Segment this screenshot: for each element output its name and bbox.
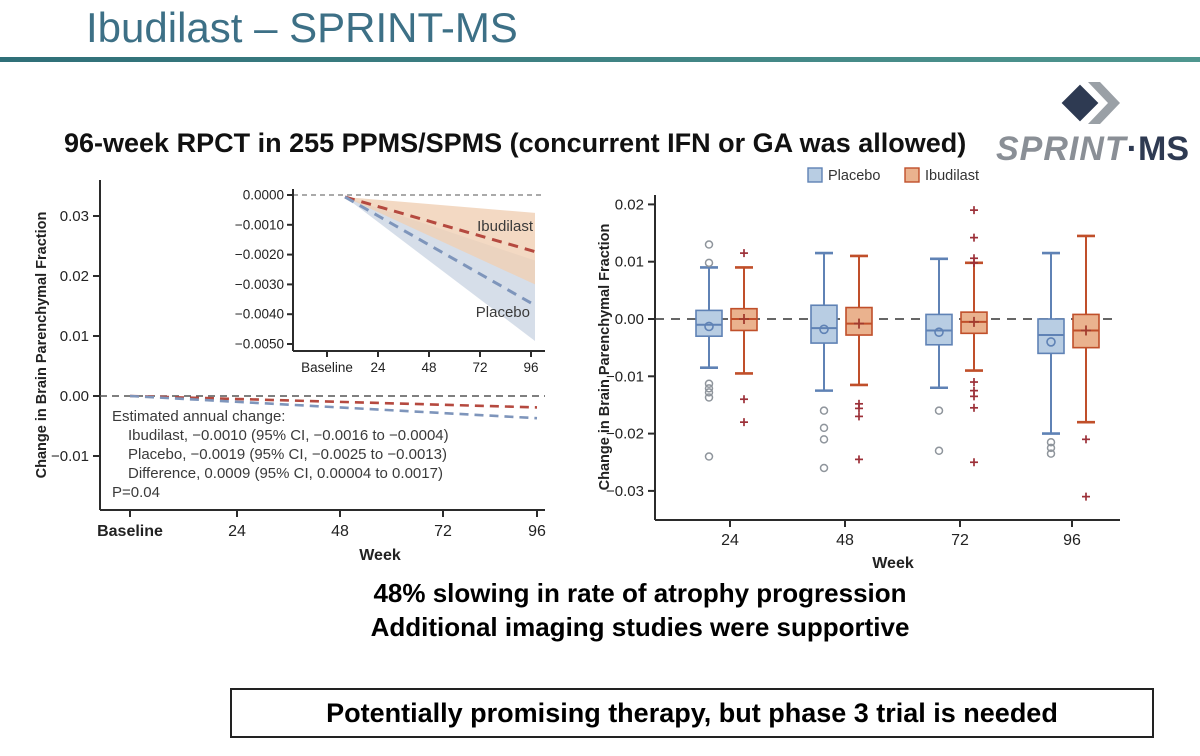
annotation-line-placebo: Placebo, −0.0019 (95% CI, −0.0025 to −0.… — [128, 446, 447, 463]
svg-text:0.0000: 0.0000 — [243, 188, 284, 203]
finding-line-1: 48% slowing in rate of atrophy progressi… — [373, 578, 907, 608]
chevron-icon — [1087, 82, 1120, 124]
svg-text:−0.0010: −0.0010 — [235, 217, 284, 232]
chart-atrophy-boxplot: Placebo Ibudilast 0.02 0.01 0.00 −0.01 −0.02 −0… — [575, 160, 1135, 575]
svg-text:72: 72 — [434, 523, 452, 540]
svg-text:−0.0040: −0.0040 — [235, 307, 284, 322]
placebo-box-week-48 — [810, 251, 838, 473]
svg-text:0.02: 0.02 — [60, 268, 89, 285]
svg-text:−0.0050: −0.0050 — [235, 337, 284, 352]
svg-text:−0.02: −0.02 — [606, 426, 644, 443]
logo-text: SPRINT·MS — [996, 130, 1189, 169]
sprint-ms-logo: SPRINT·MS — [985, 80, 1200, 169]
y-axis-label: Change in Brain Parenchymal Fraction — [597, 224, 613, 491]
annotation-line-ibudilast: Ibudilast, −0.0010 (95% CI, −0.0016 to −… — [128, 427, 449, 444]
diamond-icon — [1061, 84, 1098, 122]
inset-label-placebo: Placebo — [476, 304, 530, 321]
svg-text:96: 96 — [523, 360, 538, 375]
boxplot-plot: Placebo Ibudilast 0.02 0.01 0.00 −0.01 −0.02 −0… — [597, 167, 1120, 572]
logo-text-ms: MS — [1138, 130, 1189, 168]
svg-text:48: 48 — [421, 360, 436, 375]
study-subtitle: 96-week RPCT in 255 PPMS/SPMS (concurren… — [64, 128, 967, 158]
chart-atrophy-trajectory: 0.03 0.02 0.01 0.00 −0.01 Baseline 24 48 72 96 Wee… — [30, 165, 575, 565]
x-axis-label: Week — [359, 547, 401, 564]
annotation-block: Estimated annual change: Ibudilast, −0.0… — [112, 407, 449, 502]
annotation-line-difference: Difference, 0.0009 (95% CI, 0.00004 to 0… — [128, 465, 443, 482]
legend-label-placebo: Placebo — [828, 168, 880, 184]
svg-text:72: 72 — [951, 532, 969, 549]
svg-text:0.00: 0.00 — [615, 311, 644, 328]
title-underline — [0, 57, 1200, 62]
conclusion-box: Potentially promising therapy, but phase… — [230, 688, 1154, 738]
legend-swatch-placebo — [807, 167, 823, 183]
svg-text:0.00: 0.00 — [60, 388, 89, 405]
svg-text:0.02: 0.02 — [615, 196, 644, 213]
ci-band-placebo — [345, 197, 535, 342]
conclusion-text: Potentially promising therapy, but phase… — [326, 697, 1058, 728]
annotation-pvalue: P=0.04 — [112, 484, 160, 501]
svg-text:96: 96 — [1063, 532, 1081, 549]
ibudilast-box-week-96 — [1072, 234, 1100, 501]
placebo-box-week-24 — [695, 240, 723, 461]
ibudilast-box-week-24 — [730, 249, 758, 427]
svg-text:−0.03: −0.03 — [606, 483, 644, 500]
logo-text-dot: · — [1126, 130, 1138, 168]
inset-series-line-placebo — [344, 195, 536, 307]
legend-swatch-ibudilast — [904, 167, 920, 183]
logo-text-sprint: SPRINT — [995, 130, 1127, 168]
inset-label-ibudilast: Ibudilast — [477, 218, 534, 235]
svg-text:−0.0020: −0.0020 — [235, 247, 284, 262]
svg-text:24: 24 — [228, 523, 246, 540]
svg-text:0.03: 0.03 — [60, 208, 89, 225]
page-title: Ibudilast – SPRINT-MS — [86, 4, 518, 51]
placebo-box-week-72 — [925, 257, 953, 456]
svg-text:Baseline: Baseline — [301, 360, 353, 375]
findings-text: 48% slowing in rate of atrophy progressi… — [80, 576, 1200, 644]
svg-text:48: 48 — [331, 523, 349, 540]
svg-text:Baseline: Baseline — [97, 523, 163, 540]
svg-text:96: 96 — [528, 523, 546, 540]
svg-text:72: 72 — [472, 360, 487, 375]
x-axis-label: Week — [872, 555, 914, 572]
svg-text:24: 24 — [370, 360, 386, 375]
svg-text:0.01: 0.01 — [615, 254, 644, 271]
svg-text:0.01: 0.01 — [60, 328, 89, 345]
svg-text:−0.0030: −0.0030 — [235, 277, 284, 292]
ibudilast-box-week-72 — [960, 206, 988, 467]
legend-label-ibudilast: Ibudilast — [925, 168, 979, 184]
series-line-ibudilast — [129, 394, 538, 409]
logo-mark — [1061, 82, 1120, 124]
svg-text:24: 24 — [721, 532, 739, 549]
ibudilast-box-week-48 — [845, 254, 873, 464]
trajectory-plot: 0.03 0.02 0.01 0.00 −0.01 Baseline 24 48 72 96 Wee… — [34, 180, 546, 564]
svg-text:−0.01: −0.01 — [606, 368, 644, 385]
series-line-placebo — [129, 394, 538, 420]
annotation-title: Estimated annual change: — [112, 408, 286, 425]
svg-text:48: 48 — [836, 532, 854, 549]
placebo-box-week-96 — [1037, 251, 1065, 458]
finding-line-2: Additional imaging studies were supporti… — [370, 612, 910, 642]
svg-text:−0.01: −0.01 — [51, 448, 89, 465]
y-axis-label: Change in Brain Parenchymal Fraction — [34, 212, 50, 479]
